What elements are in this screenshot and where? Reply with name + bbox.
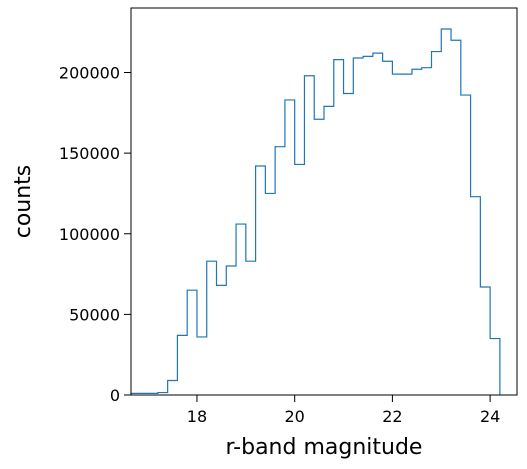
histogram-step-line (130, 28, 501, 395)
plot-area (130, 7, 518, 396)
x-tick-label: 18 (187, 407, 207, 426)
x-axis-ticks: 18 20 22 24 (187, 395, 500, 426)
y-tick-label: 0 (110, 386, 120, 405)
y-axis-label: counts (11, 165, 36, 239)
y-tick-label: 50000 (69, 305, 120, 324)
y-tick-label: 150000 (59, 144, 120, 163)
x-axis-label: r-band magnitude (226, 435, 423, 460)
x-tick-label: 20 (285, 407, 305, 426)
y-axis-ticks: 0 50000 100000 150000 200000 (59, 64, 131, 405)
y-tick-label: 100000 (59, 225, 120, 244)
x-tick-label: 22 (382, 407, 402, 426)
x-tick-label: 24 (480, 407, 500, 426)
axes-frame (130, 7, 518, 396)
y-tick-label: 200000 (59, 64, 120, 83)
